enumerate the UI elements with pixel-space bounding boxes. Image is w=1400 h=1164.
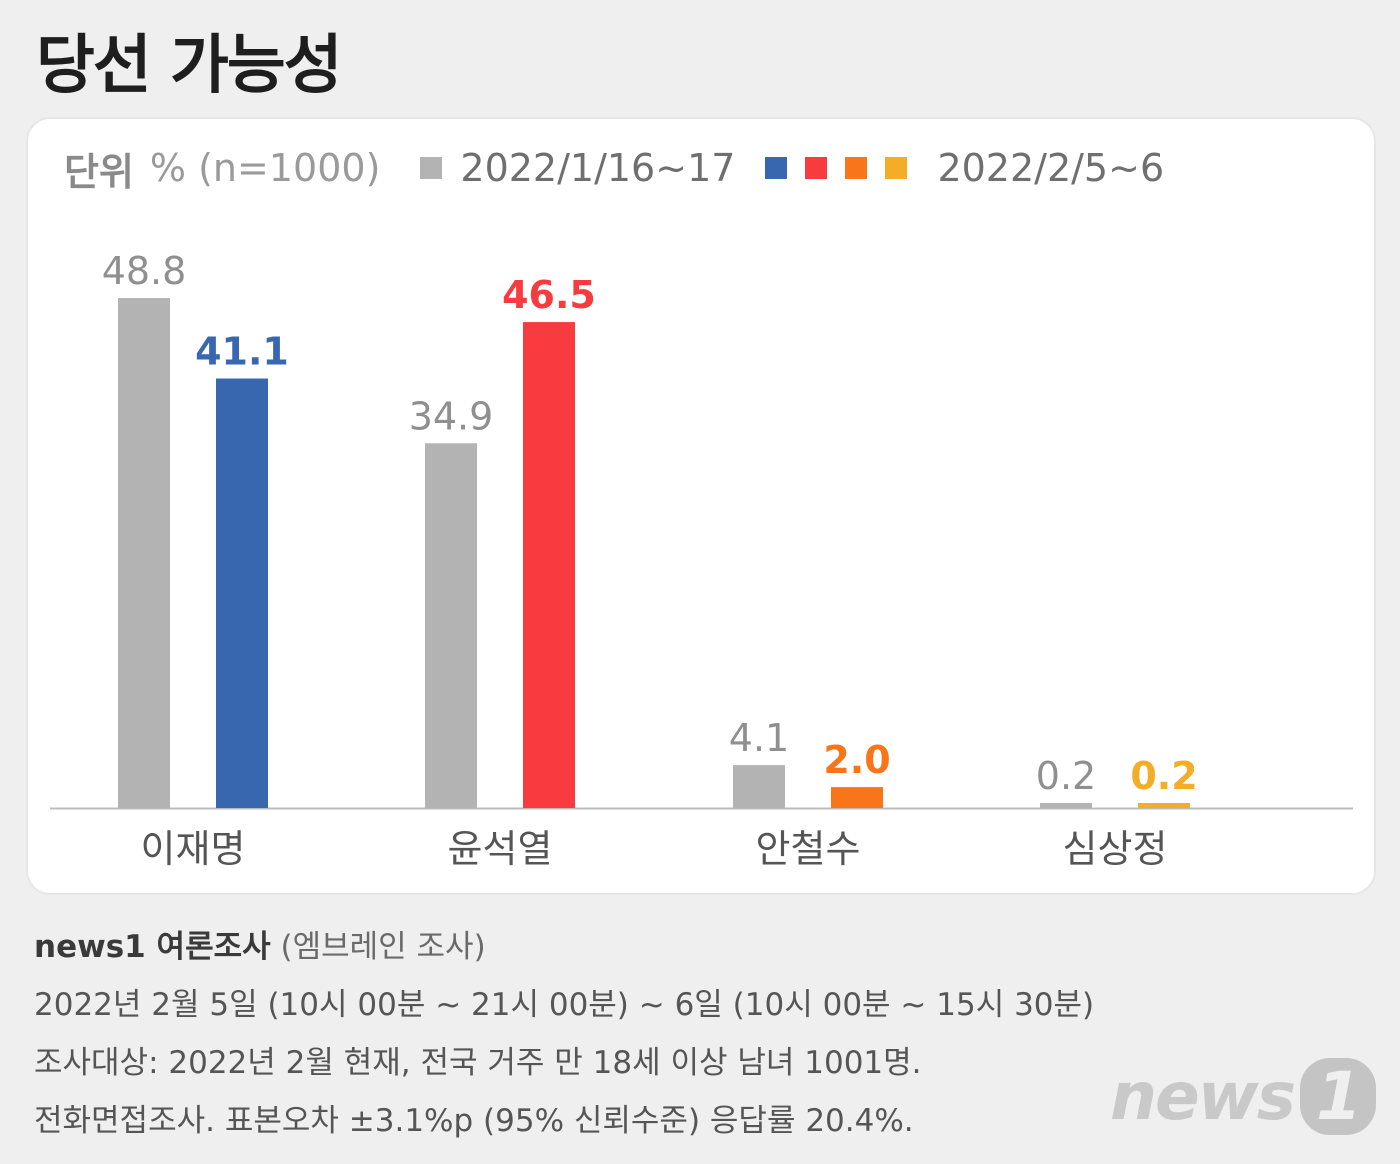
notes-method: 전화면접조사. 표본오차 ±3.1%p (95% 신뢰수준) 응답률 20.4%… bbox=[34, 1103, 914, 1139]
legend-label-period2: 2022/2/5~6 bbox=[937, 146, 1165, 190]
bar-3-period1 bbox=[733, 765, 785, 808]
category-label-4: 심상정 bbox=[1063, 827, 1168, 871]
bar-2-period2 bbox=[523, 322, 575, 808]
value-label-1-period2: 41.1 bbox=[195, 330, 289, 374]
notes-line1: news1 여론조사 (엠브레인 조사) bbox=[34, 918, 1094, 976]
logo-text: news bbox=[1110, 1058, 1296, 1135]
bar-4-period2 bbox=[1138, 803, 1190, 808]
legend-label-period1: 2022/1/16~17 bbox=[460, 146, 736, 190]
value-label-4-period2: 0.2 bbox=[1130, 754, 1197, 798]
page-title: 당선 가능성 bbox=[36, 29, 343, 103]
value-label-3-period1: 4.1 bbox=[729, 716, 789, 760]
news1-logo: news 1 bbox=[1110, 1058, 1376, 1135]
legend-swatch-red bbox=[805, 157, 828, 179]
legend-swatch-period1 bbox=[420, 157, 443, 179]
category-label-1: 이재명 bbox=[141, 827, 246, 871]
legend-swatch-yellow bbox=[885, 157, 908, 179]
bar-2-period1 bbox=[425, 443, 477, 808]
value-label-4-period1: 0.2 bbox=[1036, 754, 1096, 798]
notes-period: 2022년 2월 5일 (10시 00분 ~ 21시 00분) ~ 6일 (10… bbox=[34, 987, 1095, 1023]
bar-chart: 48.841.1 이재명 34.9 46.5 윤석열 4.1 2.0 안철수 0.2 0.2 심상정 bbox=[50, 249, 1353, 871]
value-label-2-period2: 46.5 bbox=[502, 273, 596, 317]
value-label-2-period1: 34.9 bbox=[409, 394, 494, 438]
value-label-1-period1: 48.8 bbox=[102, 249, 187, 293]
survey-notes: news1 여론조사 (엠브레인 조사) 2022년 2월 5일 (10시 00… bbox=[34, 918, 1094, 1150]
logo-mark: 1 bbox=[1300, 1058, 1376, 1135]
bar-3-period2 bbox=[831, 787, 883, 808]
bar-1-period2 bbox=[216, 378, 268, 808]
legend: 단위 % (n=1000) 2022/1/16~17 2022/2/5~6 bbox=[64, 145, 1165, 194]
value-label-3-period2: 2.0 bbox=[823, 738, 890, 782]
chart-card: 단위 % (n=1000) 2022/1/16~17 2022/2/5~6 48… bbox=[26, 117, 1376, 895]
notes-company: (엠브레인 조사) bbox=[280, 929, 486, 965]
legend-swatch-orange bbox=[845, 157, 868, 179]
bar-1-period1 bbox=[118, 298, 170, 808]
notes-brand: news1 여론조사 bbox=[34, 929, 271, 965]
unit-label: 단위 bbox=[64, 149, 134, 194]
legend-swatches-period2 bbox=[765, 157, 925, 179]
bar-4-period1 bbox=[1040, 803, 1092, 808]
notes-target: 조사대상: 2022년 2월 현재, 전국 거주 만 18세 이상 남녀 100… bbox=[34, 1045, 922, 1081]
category-label-3: 안철수 bbox=[756, 827, 861, 871]
legend-swatch-blue bbox=[765, 157, 788, 179]
unit-value: % (n=1000) bbox=[149, 146, 381, 190]
category-label-2: 윤석열 bbox=[448, 827, 553, 871]
